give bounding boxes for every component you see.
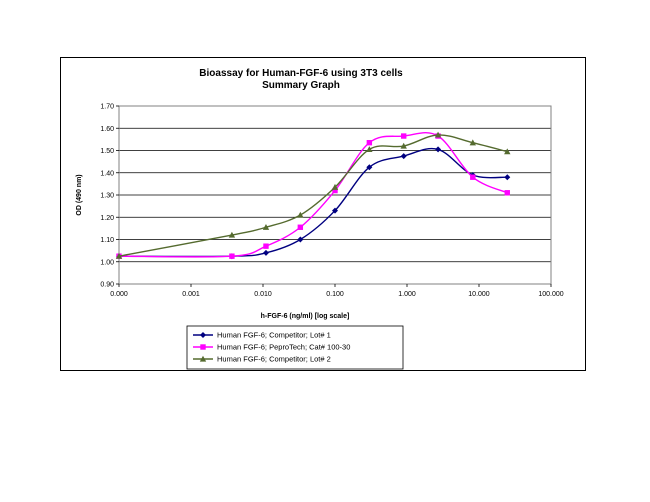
x-tick-label: 10.000 [468,291,490,298]
data-point [504,174,511,181]
legend-marker [200,344,206,350]
legend-label: Human FGF-6; Competitor; Lot# 2 [217,355,331,364]
y-tick-label: 0.90 [100,282,114,289]
data-point [435,146,442,153]
data-point [297,211,304,218]
legend-item: Human FGF-6; PeproTech; Cat# 100-30 [193,343,350,352]
y-tick-label: 1.20 [100,215,114,222]
legend-box [186,325,404,370]
y-tick-label: 1.60 [100,126,114,133]
y-tick-label: 1.00 [100,259,114,266]
chart-subtitle: Summary Graph [262,80,340,91]
x-tick-label: 0.100 [326,291,344,298]
legend-item: Human FGF-6; Competitor; Lot# 2 [193,355,331,364]
data-point [331,183,339,190]
data-point [366,140,373,146]
x-tick-label: 100.000 [538,291,563,298]
data-point [470,174,476,180]
data-point [366,146,373,152]
y-tick-label: 1.70 [100,104,114,111]
data-point [400,142,407,149]
chart-area: Bioassay for Human-FGF-6 using 3T3 cells… [60,57,586,371]
y-axis-label: OD (490 nm) [76,174,83,215]
series-line [118,147,508,258]
y-tick-label: 1.10 [100,237,114,244]
data-point [401,133,407,139]
data-point [229,253,235,259]
chart-title: Bioassay for Human-FGF-6 using 3T3 cells [199,68,403,79]
data-point [332,187,338,194]
chart-svg: Bioassay for Human-FGF-6 using 3T3 cells… [76,68,564,370]
series-2 [116,132,510,259]
data-point [366,164,373,171]
data-point [469,139,476,146]
x-axis-label: h-FGF-6 (ng/ml) [log scale] [261,313,350,320]
x-tick-label: 0.010 [254,291,272,298]
x-tick-label: 1.000 [398,291,416,298]
data-point [262,249,269,256]
legend-item: Human FGF-6; Competitor; Lot# 1 [193,331,331,340]
y-tick-label: 1.40 [100,170,114,177]
data-point [263,243,269,249]
data-point [504,148,511,155]
y-tick-label: 1.50 [100,148,114,155]
data-point [262,223,270,230]
x-tick-label: 0.000 [110,291,128,298]
data-point [115,252,123,259]
data-point [297,236,304,243]
legend-label: Human FGF-6; Competitor; Lot# 1 [217,331,331,340]
axis-ticks: 0.90 1.00 1.10 1.20 1.30 1.40 1.50 1.60 1.70 0.00… [100,104,563,299]
data-point [332,207,338,214]
series-line [118,134,508,257]
legend-marker [200,332,206,338]
series-1 [116,146,511,260]
legend: Human FGF-6; Competitor; Lot# 1 Human FGF… [186,325,404,370]
data-point [297,224,304,230]
legend-label: Human FGF-6; PeproTech; Cat# 100-30 [217,343,350,352]
data-point [228,231,236,238]
legend-marker [199,355,207,362]
x-tick-label: 0.001 [182,291,200,298]
series-layer [115,131,511,260]
data-point [504,190,510,196]
series-3 [115,131,511,259]
y-tick-label: 1.30 [100,193,114,200]
data-point [400,153,407,160]
data-point [434,131,442,138]
